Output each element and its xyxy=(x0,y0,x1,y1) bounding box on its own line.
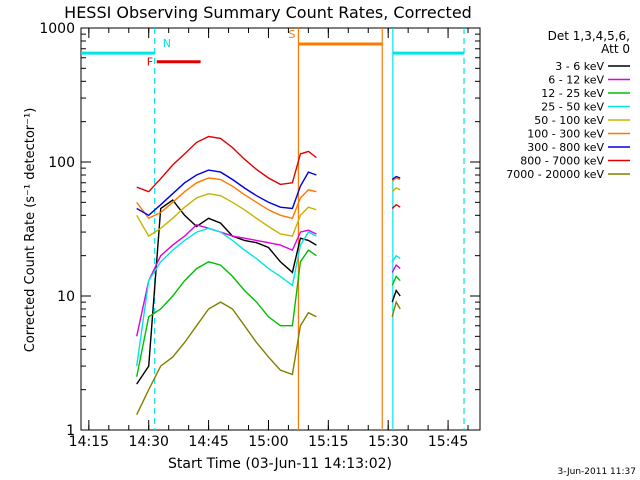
y-tick-label: 1000 xyxy=(39,21,75,37)
timestamp: 3-Jun-2011 11:37 xyxy=(558,467,637,477)
series-line-8 xyxy=(136,300,401,416)
x-tick-label: 15:45 xyxy=(428,434,468,450)
x-tick-label: 14:45 xyxy=(188,434,228,450)
series-line-4 xyxy=(136,187,401,238)
x-tick-label: 14:15 xyxy=(69,434,109,450)
annotation-label-n: N xyxy=(163,37,171,50)
legend-entry-label: 50 - 100 keV xyxy=(534,114,604,127)
series-line-5 xyxy=(136,177,401,220)
series-line-6 xyxy=(136,169,401,217)
series-line-2 xyxy=(136,249,401,377)
plot-frame xyxy=(80,27,481,431)
y-tick-label: 1 xyxy=(66,423,75,439)
series-line-1 xyxy=(136,224,401,337)
annotation-label-s: S xyxy=(288,28,295,41)
chart-title: HESSI Observing Summary Count Rates, Cor… xyxy=(64,3,472,22)
legend-header-line-1: Det 1,3,4,5,6, xyxy=(548,29,630,43)
plot-area: 1 10 100 1000 14:15 14:30 14:45 15:00 15:15 15:30… xyxy=(39,21,481,450)
y-tick-label: 10 xyxy=(57,289,75,305)
legend-entry-label: 12 - 25 keV xyxy=(541,87,604,100)
legend-entry-label: 3 - 6 keV xyxy=(555,60,604,73)
legend-entry-label: 25 - 50 keV xyxy=(541,101,604,114)
x-tick-label: 14:30 xyxy=(129,434,169,450)
legend-header-line-2: Att 0 xyxy=(601,42,630,56)
legend-entry-label: 800 - 7000 keV xyxy=(520,155,604,168)
x-tick-label: 15:30 xyxy=(368,434,408,450)
y-tick-label: 100 xyxy=(48,155,75,171)
x-tick-label: 15:15 xyxy=(308,434,348,450)
annotation-label-f: F xyxy=(147,56,153,69)
series-line-3 xyxy=(136,227,401,367)
legend-entry-label: 100 - 300 keV xyxy=(527,128,604,141)
x-tick-label: 15:00 xyxy=(248,434,288,450)
legend-entry-label: 6 - 12 keV xyxy=(548,74,604,87)
series-line-7 xyxy=(136,135,401,210)
legend-entry-label: 7000 - 20000 keV xyxy=(506,168,604,181)
y-axis-label: Corrected Count Rate (s⁻¹ detector⁻¹) xyxy=(23,108,38,353)
x-axis-label: Start Time (03-Jun-11 14:13:02) xyxy=(168,456,392,472)
legend-entry-label: 300 - 800 keV xyxy=(527,141,604,154)
